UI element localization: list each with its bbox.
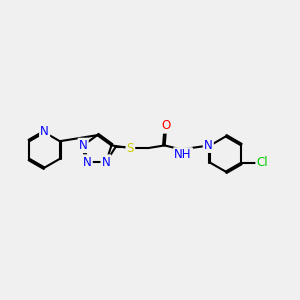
Text: Cl: Cl <box>257 156 268 169</box>
Text: S: S <box>127 142 134 154</box>
Text: N: N <box>83 155 92 169</box>
Text: O: O <box>161 119 171 133</box>
Text: N: N <box>79 139 88 152</box>
Text: N: N <box>102 155 110 169</box>
Text: N: N <box>40 124 49 138</box>
Text: NH: NH <box>174 148 192 161</box>
Text: N: N <box>204 139 213 152</box>
